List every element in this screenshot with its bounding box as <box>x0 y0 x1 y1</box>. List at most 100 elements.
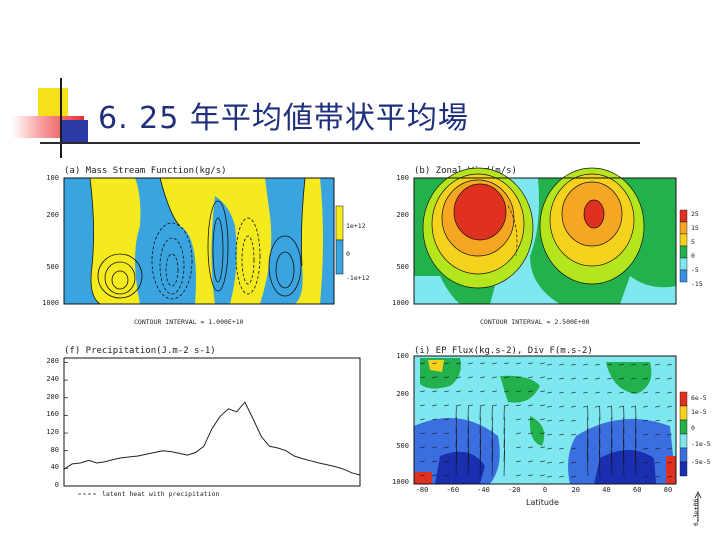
ep-flux-arrow <box>479 390 485 393</box>
panel-i-ytick: 100 <box>396 352 409 360</box>
panel-b-caption: CONTOUR INTERVAL = 2.500E+00 <box>480 318 590 326</box>
ep-flux-arrow <box>655 461 661 464</box>
ep-flux-arrow <box>667 433 673 436</box>
panel-f-ytick: 120 <box>46 428 59 437</box>
panel-i-xtick: 20 <box>571 486 580 494</box>
ep-flux-arrow <box>643 405 649 408</box>
ep-flux-arrow <box>527 418 533 421</box>
ep-flux-arrow <box>515 474 521 477</box>
ep-flux-arrow <box>503 450 505 477</box>
ep-flux-arrow <box>631 363 637 366</box>
panel-i-xtick: -80 <box>415 486 429 494</box>
divergence-region <box>529 416 545 446</box>
ep-flux-arrow <box>503 390 509 393</box>
ep-flux-arrow <box>571 419 577 422</box>
ep-flux-arrow <box>515 362 521 365</box>
ep-flux-arrow <box>655 475 661 478</box>
ep-flux-arrow <box>595 391 601 394</box>
ep-flux-arrow <box>667 447 673 450</box>
ep-flux-arrow <box>479 428 481 449</box>
ep-flux-arrow <box>667 461 673 464</box>
panel-f-ytick: 200 <box>46 392 59 401</box>
convergence-region <box>594 450 656 484</box>
ep-flux-arrow <box>479 450 481 477</box>
ep-flux-arrow <box>667 363 673 366</box>
panel-b-ytick: 200 <box>396 211 409 219</box>
ep-flux-arrow <box>595 405 601 408</box>
ep-flux-arrow <box>527 404 533 407</box>
ep-flux-arrow <box>455 404 461 407</box>
ep-flux-arrow <box>443 460 449 463</box>
ep-flux-arrow <box>491 428 493 449</box>
ep-flux-arrow <box>419 362 425 365</box>
ep-flux-arrow <box>623 428 625 449</box>
panel-b-ytick: 500 <box>396 263 409 271</box>
ep-flux-arrow <box>643 461 649 464</box>
panel-b-colorbar-label: -15 <box>691 280 703 288</box>
ep-flux-arrow <box>539 404 545 407</box>
panel-i-ytick: 500 <box>396 442 409 450</box>
ep-flux-arrow <box>443 404 449 407</box>
ep-flux-arrow <box>491 450 493 477</box>
panel-i-scale-label: 6.3e+06 <box>692 498 700 526</box>
ep-flux-arrow <box>655 363 661 366</box>
ep-flux-arrow <box>643 475 649 478</box>
panel-f-ytick: 80 <box>50 445 59 454</box>
panel-f-ytick: 40 <box>50 463 59 472</box>
ep-flux-arrow <box>419 432 425 435</box>
precipitation-chart <box>63 357 361 495</box>
ep-flux-arrow <box>467 376 473 379</box>
ep-flux-arrow <box>611 450 613 477</box>
ep-flux-arrow <box>419 390 425 393</box>
panel-b-ytick: 1000 <box>392 299 409 307</box>
deco-yellow-square <box>38 88 68 118</box>
ep-flux-arrow <box>515 376 521 379</box>
panel-i-xtick: 0 <box>542 486 548 494</box>
panel-ep-flux: (i) EP Flux(kg.s-2), Div F(m.s-2) 100 20… <box>380 346 710 538</box>
ep-flux-arrow <box>547 475 553 478</box>
ep-flux-arrow <box>455 428 457 449</box>
ep-flux-arrow <box>443 390 449 393</box>
ep-flux-arrow <box>571 391 577 394</box>
ep-flux-arrow <box>491 362 497 365</box>
panel-i-title: (i) EP Flux(kg.s-2), Div F(m.s-2) <box>414 346 593 356</box>
convergence-region <box>435 451 485 484</box>
ep-flux-arrow <box>607 405 613 408</box>
divergence-region <box>606 362 652 394</box>
panel-b-colorbar-label: 15 <box>691 224 699 232</box>
panel-f-ytick: 0 <box>54 481 59 489</box>
ep-flux-arrow <box>539 390 545 393</box>
panel-a-caption: CONTOUR INTERVAL = 1.000E+10 <box>134 318 244 326</box>
panel-i-xtick: 40 <box>602 486 611 494</box>
panel-i-colorbar-label: 6e-5 <box>691 394 707 402</box>
ep-flux-arrow <box>455 362 461 365</box>
ep-flux-arrow <box>527 390 533 393</box>
ep-flux-arrow <box>503 362 509 365</box>
ep-flux-arrow <box>611 428 613 449</box>
ep-flux-arrow <box>583 405 589 408</box>
ep-flux-arrow <box>431 446 437 449</box>
ep-flux-arrow <box>467 428 469 449</box>
ep-flux-arrow <box>539 362 545 365</box>
ep-flux-arrow <box>539 446 545 449</box>
ep-flux-arrow <box>467 404 473 407</box>
ep-flux-arrow <box>643 391 649 394</box>
ep-flux-arrow <box>431 404 437 407</box>
ep-flux-arrow <box>443 362 449 365</box>
ep-flux-arrow <box>571 461 577 464</box>
negative-region <box>135 178 196 304</box>
ep-flux-arrow <box>559 433 565 436</box>
ep-flux-arrow <box>655 377 661 380</box>
ep-flux-arrow <box>547 433 553 436</box>
ep-flux-arrow <box>515 446 521 449</box>
ep-flux-arrow <box>527 432 533 435</box>
ep-flux-arrow <box>431 460 437 463</box>
ep-flux-arrow <box>643 363 649 366</box>
ep-flux-arrow <box>595 363 601 366</box>
ep-flux-arrow <box>635 428 637 449</box>
ep-flux-arrow <box>443 474 449 477</box>
ep-flux-arrow <box>491 404 497 407</box>
ep-flux-arrow <box>583 363 589 366</box>
panel-a-title: (a) Mass Stream Function(kg/s) <box>64 166 227 176</box>
ep-flux-arrow <box>607 363 613 366</box>
